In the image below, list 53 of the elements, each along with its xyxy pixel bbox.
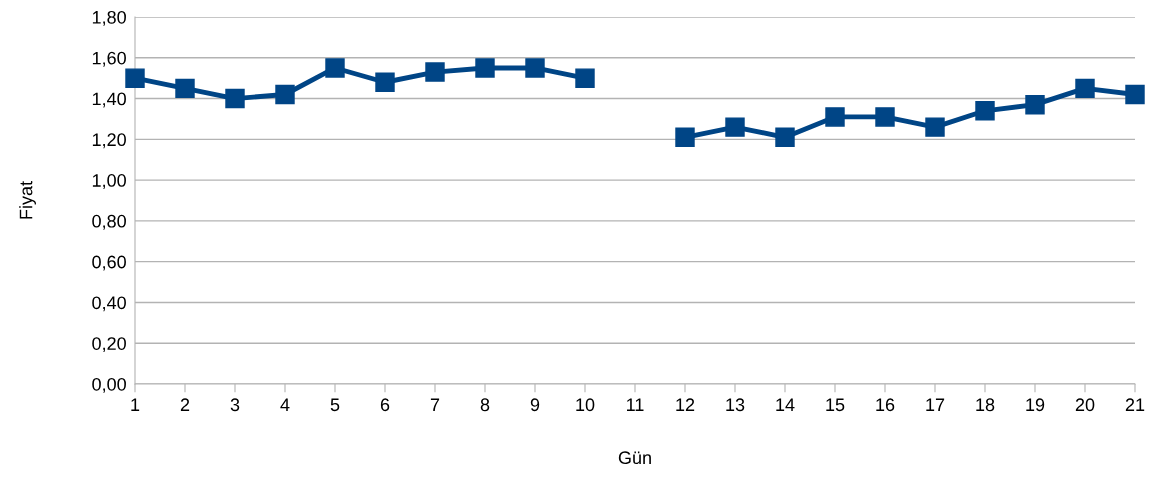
point — [775, 127, 795, 148]
x-tick-label: 7 — [430, 398, 440, 411]
point — [125, 68, 145, 88]
x-tick-label: 21 — [1125, 398, 1145, 411]
point — [1125, 84, 1145, 105]
point — [225, 88, 245, 109]
x-tick-label: 12 — [676, 398, 695, 411]
x-tick-label: 2 — [180, 398, 190, 411]
y-tick-label: 1,40 — [92, 92, 126, 108]
point — [1075, 78, 1095, 99]
x-tick-label: 19 — [1026, 398, 1045, 412]
x-tick-label: 14 — [776, 398, 795, 411]
y-tick-label: 1,20 — [92, 133, 126, 149]
x-tick-label: 3 — [230, 398, 240, 412]
y-tick-label: 0,80 — [92, 214, 126, 230]
point — [925, 117, 945, 137]
x-tick-label: 13 — [726, 398, 745, 412]
point — [825, 107, 845, 127]
point — [175, 78, 195, 99]
point — [425, 62, 445, 82]
x-tick-label: 11 — [627, 398, 644, 411]
x-tick-label: 6 — [380, 398, 390, 412]
y-tick-label: 0,00 — [92, 377, 126, 393]
y-tick-label: 0,40 — [92, 296, 126, 312]
point — [725, 117, 745, 137]
x-tick-label: 10 — [576, 398, 595, 412]
point — [325, 58, 345, 78]
point — [675, 127, 695, 148]
point — [525, 58, 545, 78]
y-axis-title: Fiyat — [19, 181, 36, 219]
x-tick-label: 5 — [330, 398, 340, 412]
point — [375, 72, 395, 92]
point — [275, 84, 295, 105]
y-tick-label: 1,00 — [92, 174, 126, 189]
x-tick-label: 4 — [280, 398, 290, 411]
y-tick-label: 0,20 — [92, 337, 126, 353]
point — [1025, 94, 1045, 115]
x-axis-title: Gün — [618, 451, 651, 465]
x-tick-label: 8 — [480, 398, 490, 412]
point — [875, 107, 895, 127]
y-tick-label: 1,60 — [92, 51, 126, 67]
point — [475, 58, 495, 78]
x-tick-label: 18 — [976, 398, 995, 412]
x-tick-label: 9 — [530, 398, 540, 412]
x-tick-label: 1 — [131, 398, 140, 411]
point — [975, 101, 995, 121]
y-tick-label: 1,80 — [92, 10, 126, 26]
x-tick-label: 20 — [1075, 398, 1095, 412]
y-tick-label: 0,60 — [92, 255, 126, 271]
x-tick-label: 16 — [876, 398, 895, 412]
x-tick-label: 15 — [826, 398, 845, 412]
point — [575, 68, 595, 88]
x-tick-label: 17 — [926, 398, 945, 411]
